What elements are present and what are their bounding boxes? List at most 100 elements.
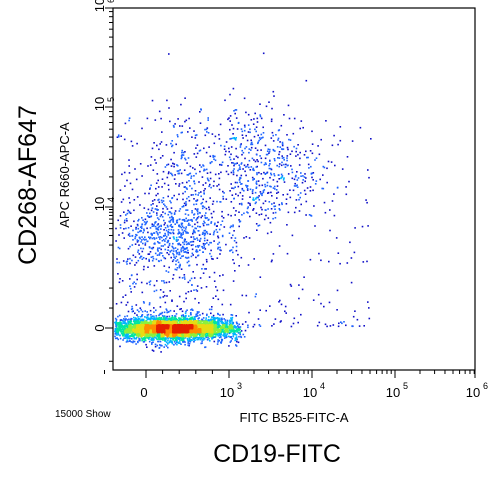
event-dot [185,232,187,234]
event-dot [281,202,283,204]
event-dot [220,326,222,328]
event-dot [320,302,322,305]
event-dot [125,332,128,334]
event-dot [200,321,202,324]
event-dot [145,238,147,241]
event-dot [148,302,151,304]
event-dot [224,326,227,329]
event-dot [156,224,159,226]
event-dot [211,336,213,339]
event-dot [209,155,212,158]
event-dot [247,180,250,182]
event-dot [274,159,276,162]
event-dot [139,320,142,322]
event-dot [163,229,165,231]
event-dot [233,137,235,139]
event-dot [206,328,209,331]
event-dot [244,166,247,168]
event-dot [272,253,275,255]
event-dot [190,194,193,196]
event-dot [309,150,312,152]
event-dot [217,318,219,321]
event-dot [201,340,203,342]
event-dot [253,135,256,138]
event-dot [176,341,179,344]
event-dot [173,165,175,168]
event-dot [176,343,178,346]
event-dot [223,331,226,334]
event-dot [124,219,126,222]
event-dot [180,268,183,270]
event-dot [272,187,275,189]
event-dot [201,325,203,328]
event-dot [212,297,215,299]
event-dot [246,139,249,142]
event-dot [210,335,213,337]
event-dot [125,214,127,216]
event-dot [240,256,243,259]
event-dot [121,280,124,282]
event-dot [267,208,269,210]
event-dot [255,166,258,168]
event-dot [168,253,170,256]
event-dot [199,249,201,251]
event-dot [151,247,154,250]
event-dot [241,187,244,190]
event-dot [217,246,220,249]
event-dot [197,215,200,218]
event-dot [224,332,227,334]
event-dot [277,191,280,194]
event-dot [172,259,175,261]
event-dot [181,229,184,231]
event-dot [232,335,235,337]
event-dot [272,217,274,220]
event-dot [184,316,187,319]
event-dot [185,209,187,211]
event-dot [269,163,271,165]
event-dot [285,163,287,166]
event-dot [172,333,174,336]
event-dot [220,163,223,166]
event-dot [207,243,210,246]
event-dot [218,321,220,324]
event-dot [313,205,315,207]
event-dot [189,335,191,337]
event-dot [127,258,129,260]
event-dot [239,328,242,331]
event-dot [136,241,139,243]
event-dot [284,305,287,308]
event-dot [246,189,249,191]
event-dot [235,245,238,248]
event-dot [248,311,250,314]
event-dot [140,241,142,243]
event-dot [189,224,191,226]
event-dot [126,212,129,215]
event-dot [264,157,267,160]
event-dot [268,101,270,103]
event-dot [124,335,126,337]
event-dot [191,252,194,255]
event-dot [159,340,162,343]
event-dot [195,245,197,248]
event-dot [285,312,287,314]
event-dot [311,152,314,155]
event-dot [230,201,233,203]
event-dot [175,263,177,266]
event-dot [132,340,135,342]
event-dot [270,185,272,188]
event-dot [258,171,260,174]
event-dot [333,193,335,195]
event-dot [125,261,128,263]
event-dot [206,313,208,316]
event-dot [136,328,139,331]
event-dot [164,234,167,237]
event-dot [137,220,139,222]
event-dot [170,172,172,175]
event-dot [225,330,227,332]
event-dot [270,167,272,170]
event-dot [256,165,258,168]
event-dot [177,233,180,235]
event-dot [219,320,222,323]
event-dot [365,199,367,201]
event-dot [189,340,192,343]
